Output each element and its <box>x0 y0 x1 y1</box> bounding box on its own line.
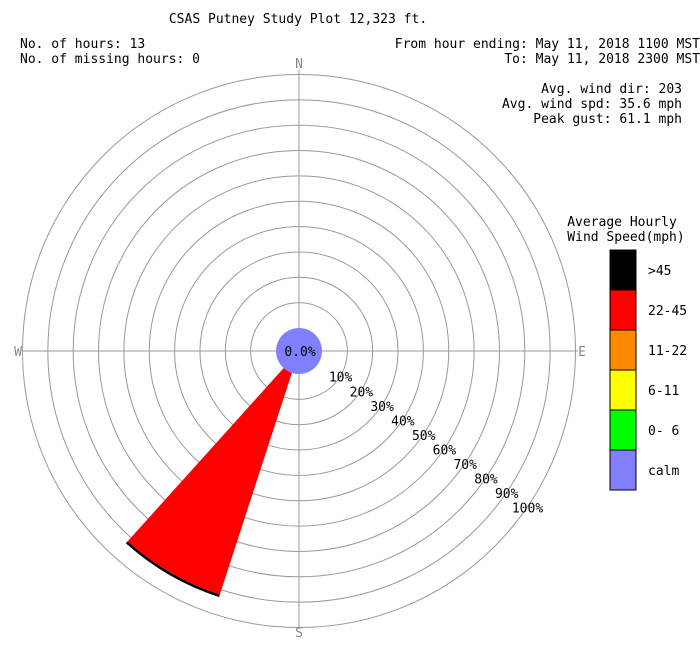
compass-east-label: E <box>578 345 586 360</box>
legend-swatch-0 <box>609 249 637 291</box>
tick-label-70: 70% <box>453 458 477 473</box>
period-to: To: May 11, 2018 2300 MST <box>504 52 700 67</box>
compass-south-label: S <box>295 626 303 641</box>
legend-swatch-2 <box>609 329 637 371</box>
legend-swatch-5 <box>609 449 637 491</box>
peak-gust: Peak gust: 61.1 mph <box>533 112 682 127</box>
calm-percent-label: 0.0% <box>284 345 315 360</box>
legend-title-line2: Wind Speed(mph) <box>567 230 684 245</box>
compass-north-label: N <box>295 57 303 72</box>
tick-label-10: 10% <box>329 371 353 386</box>
legend-swatch-4 <box>609 409 637 451</box>
tick-label-90: 90% <box>495 487 519 502</box>
legend-swatch-1 <box>609 289 637 331</box>
avg-wind-speed: Avg. wind spd: 35.6 mph <box>502 97 682 112</box>
tick-label-60: 60% <box>433 443 457 458</box>
legend-label-0: >45 <box>648 264 671 279</box>
chart-title: CSAS Putney Study Plot 12,323 ft. <box>169 12 427 27</box>
wind-petals <box>125 351 299 598</box>
missing-hours-count: No. of missing hours: 0 <box>20 52 200 67</box>
legend-swatch-3 <box>609 369 637 411</box>
period-from: From hour ending: May 11, 2018 1100 MST <box>395 37 700 52</box>
tick-label-80: 80% <box>474 473 498 488</box>
tick-label-100: 100% <box>512 502 543 517</box>
legend: >45 22-45 11-22 6-11 0- 6 calm <box>609 249 687 491</box>
legend-label-5: calm <box>648 464 679 479</box>
tick-label-50: 50% <box>412 429 436 444</box>
compass-west-label: W <box>14 345 22 360</box>
legend-label-2: 11-22 <box>648 344 687 359</box>
tick-label-40: 40% <box>391 414 415 429</box>
calm-circle <box>276 328 322 374</box>
legend-label-4: 0- 6 <box>648 424 679 439</box>
legend-label-1: 22-45 <box>648 304 687 319</box>
petal-210-segment-1 <box>127 351 299 595</box>
legend-label-3: 6-11 <box>648 384 679 399</box>
petal-210-segment-2 <box>125 541 220 598</box>
tick-label-30: 30% <box>370 400 394 415</box>
radial-tick-labels: 10%20%30%40%50%60%70%80%90%100% <box>329 371 543 517</box>
hours-count: No. of hours: 13 <box>20 37 145 52</box>
legend-title-line1: Average Hourly <box>567 215 677 230</box>
avg-wind-direction: Avg. wind dir: 203 <box>541 82 682 97</box>
tick-label-20: 20% <box>350 385 374 400</box>
